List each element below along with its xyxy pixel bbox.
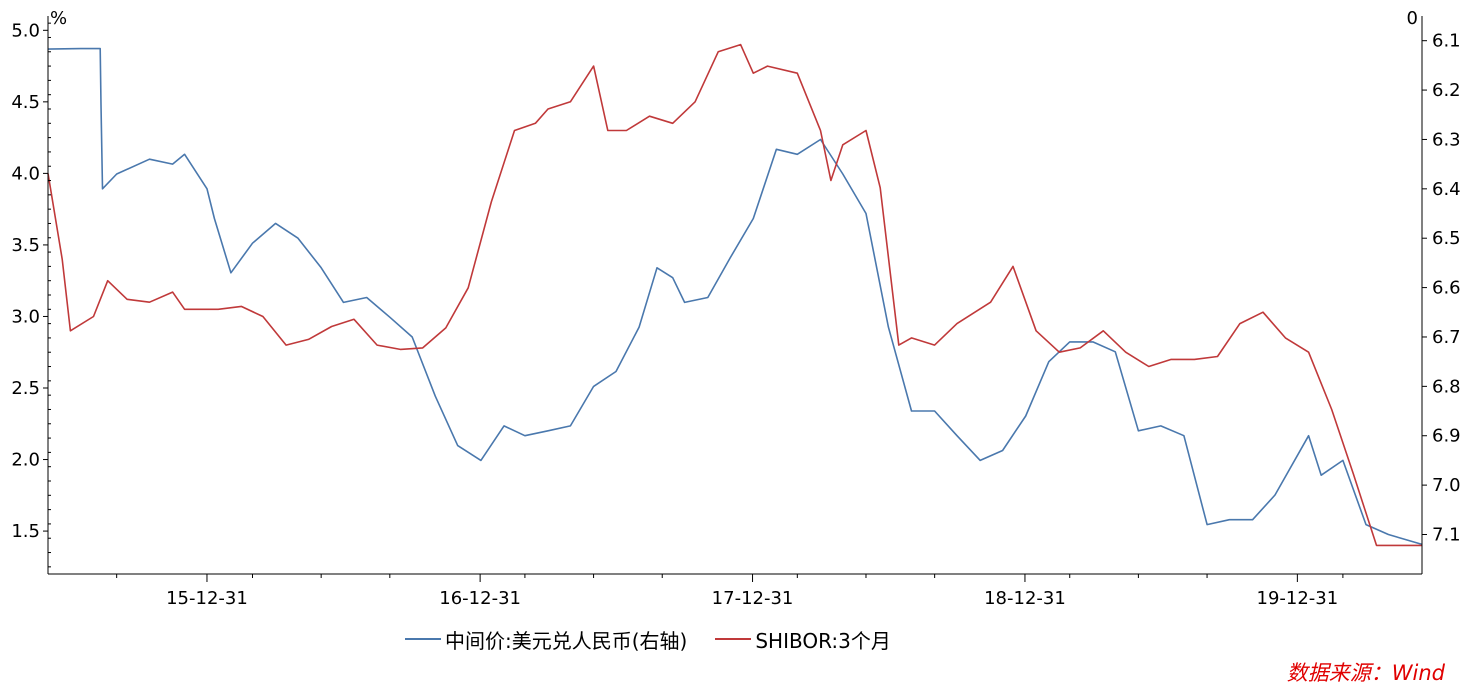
left-tick-label: 2.5	[11, 378, 40, 399]
right-tick-label: 6.8	[1432, 376, 1461, 397]
right-tick-label: 6.2	[1432, 80, 1461, 101]
right-tick-label: 6.3	[1432, 129, 1461, 150]
right-tick-label: 6.7	[1432, 327, 1461, 348]
left-tick-label: 1.5	[11, 521, 40, 542]
x-tick-label: 19-12-31	[1257, 588, 1339, 609]
right-tick-label: 7.0	[1432, 475, 1461, 496]
right-axis-unit: 0	[1407, 8, 1418, 29]
legend: 中间价:美元兑人民币(右轴) SHIBOR:3个月	[405, 624, 919, 654]
series-line-usdcny	[47, 47, 1423, 546]
source-note: 数据来源：Wind	[1286, 661, 1445, 685]
right-tick-label: 6.9	[1432, 426, 1461, 447]
left-tick-label: 2.0	[11, 450, 40, 471]
right-tick-label: 6.6	[1432, 278, 1461, 299]
left-tick-label: 5.0	[11, 20, 40, 41]
legend-swatch-shibor	[715, 638, 752, 640]
legend-swatch-usdcny	[405, 638, 441, 640]
plot-area	[47, 43, 1423, 547]
legend-label-usdcny: 中间价:美元兑人民币(右轴)	[445, 628, 688, 653]
legend-label-shibor: SHIBOR:3个月	[755, 628, 891, 653]
legend-item-usdcny: 中间价:美元兑人民币(右轴)	[405, 625, 687, 654]
chart: 5.0 4.5 4.0 3.5 3.0 2.5 2.0 1.5% 6.1 6.2 6.3 6.4 6.5…	[11, 8, 1460, 609]
x-tick-label: 15-12-31	[166, 588, 248, 609]
left-tick-label: 4.5	[11, 92, 40, 113]
x-tick-label: 17-12-31	[712, 588, 794, 609]
right-tick-label: 6.1	[1432, 31, 1461, 52]
series-line-shibor	[47, 43, 1422, 547]
tick-labels: 5.0 4.5 4.0 3.5 3.0 2.5 2.0 1.5% 6.1 6.2 6.3 6.4 6.5…	[11, 8, 1460, 609]
right-tick-label: 6.5	[1432, 228, 1461, 249]
x-tick-label: 18-12-31	[984, 588, 1066, 609]
right-tick-label: 7.1	[1432, 524, 1461, 545]
right-tick-label: 6.4	[1432, 179, 1461, 200]
left-tick-label: 3.5	[11, 235, 40, 256]
left-axis-unit: %	[50, 8, 67, 29]
x-tick-label: 16-12-31	[439, 588, 521, 609]
legend-item-shibor: SHIBOR:3个月	[715, 625, 891, 654]
left-tick-label: 4.0	[11, 163, 40, 184]
left-tick-label: 3.0	[11, 306, 40, 327]
axes	[43, 16, 1427, 582]
